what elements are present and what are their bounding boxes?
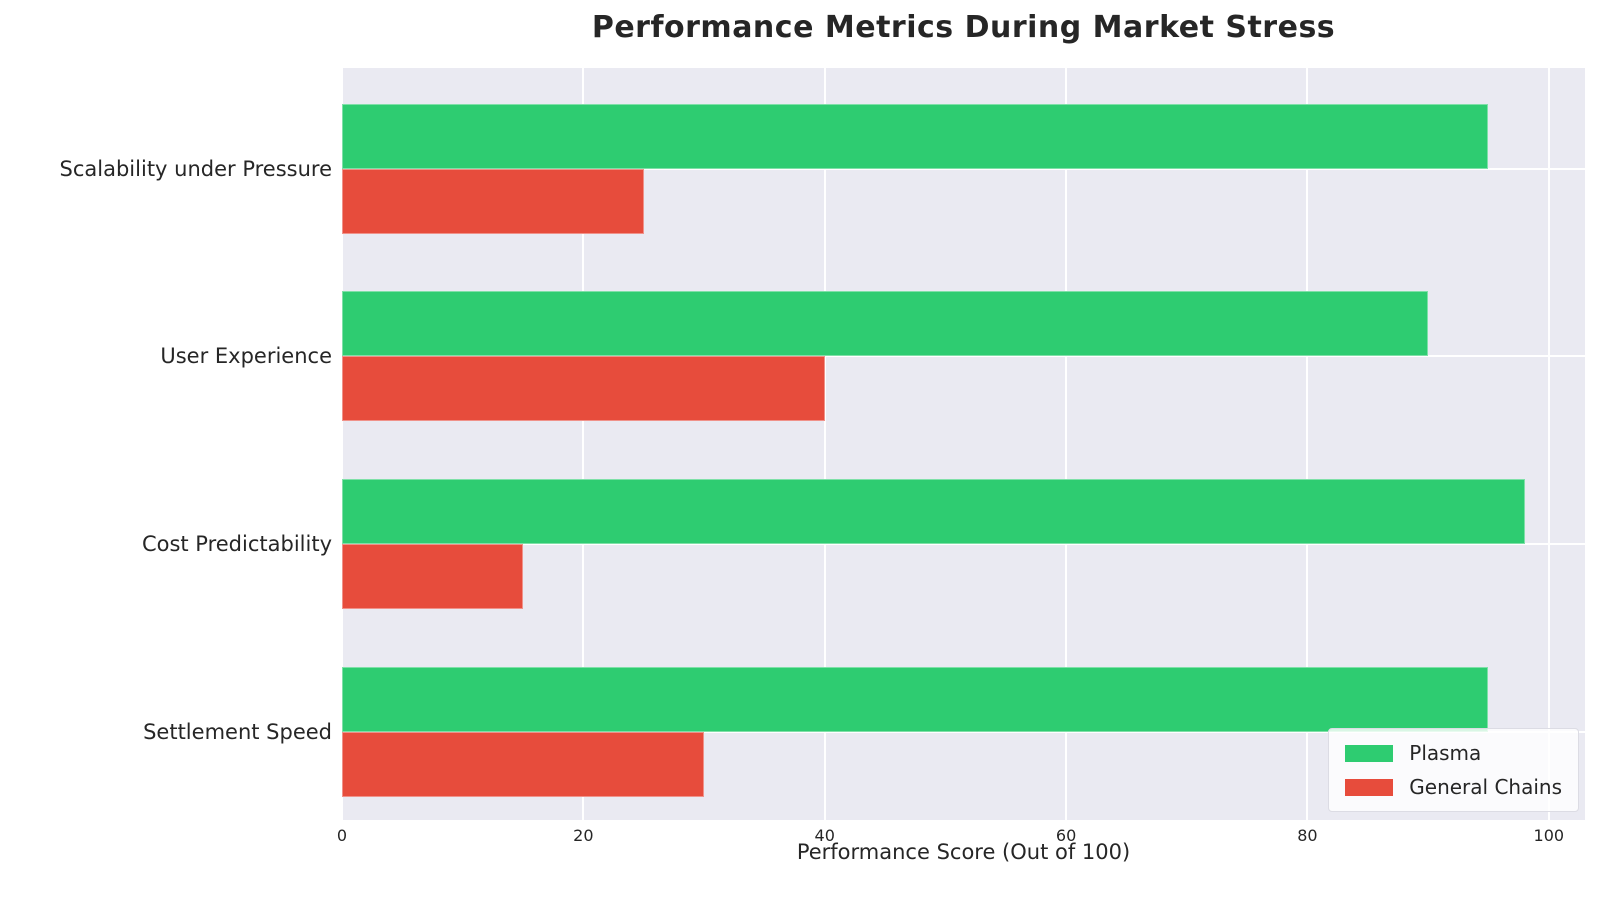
gridline-x-100: [1547, 68, 1550, 820]
bar-general-chains-cost-predictability: [342, 544, 524, 609]
legend-item-plasma: Plasma: [1345, 741, 1562, 765]
gridline-x-40: [823, 68, 826, 820]
gridline-x-0: [342, 68, 343, 820]
gridline-y-1: [342, 355, 1585, 357]
bar-general-chains-settlement-speed: [342, 731, 705, 797]
legend: Plasma General Chains: [1328, 728, 1579, 812]
x-tick-label-40: 40: [814, 826, 835, 845]
bar-general-chains-scalability-under-pressure: [342, 168, 644, 234]
gridline-x-60: [1065, 68, 1068, 820]
x-tick-label-100: 100: [1533, 826, 1565, 845]
gridline-x-20: [582, 68, 585, 820]
legend-swatch-plasma: [1345, 744, 1394, 762]
plot-area: Plasma General Chains: [342, 68, 1585, 820]
legend-swatch-general-chains: [1345, 778, 1394, 796]
y-tick-label-scalability-under-pressure: Scalability under Pressure: [59, 156, 332, 181]
x-tick-label-0: 0: [336, 826, 348, 845]
x-tick-label-80: 80: [1297, 826, 1318, 845]
y-tick-label-user-experience: User Experience: [160, 344, 332, 368]
gridline-x-80: [1306, 68, 1309, 820]
x-axis-label: Performance Score (Out of 100): [796, 840, 1131, 864]
legend-label-general-chains: General Chains: [1409, 775, 1562, 799]
bar-plasma-cost-predictability: [342, 479, 1525, 544]
gridline-y-0: [342, 167, 1585, 170]
legend-label-plasma: Plasma: [1409, 741, 1482, 765]
chart-title: Performance Metrics During Market Stress: [591, 10, 1336, 45]
x-tick-label-60: 60: [1055, 826, 1077, 845]
y-tick-label-settlement-speed: Settlement Speed: [143, 719, 332, 744]
gridline-y-2: [342, 543, 1585, 545]
gridline-y-3: [342, 730, 1585, 733]
bar-general-chains-user-experience: [342, 356, 825, 421]
bar-plasma-user-experience: [342, 291, 1429, 356]
x-tick-label-20: 20: [573, 826, 594, 845]
y-tick-label-cost-predictability: Cost Predictability: [141, 532, 332, 556]
bar-plasma-settlement-speed: [342, 666, 1489, 732]
bar-plasma-scalability-under-pressure: [342, 103, 1489, 169]
legend-item-general-chains: General Chains: [1345, 775, 1562, 799]
